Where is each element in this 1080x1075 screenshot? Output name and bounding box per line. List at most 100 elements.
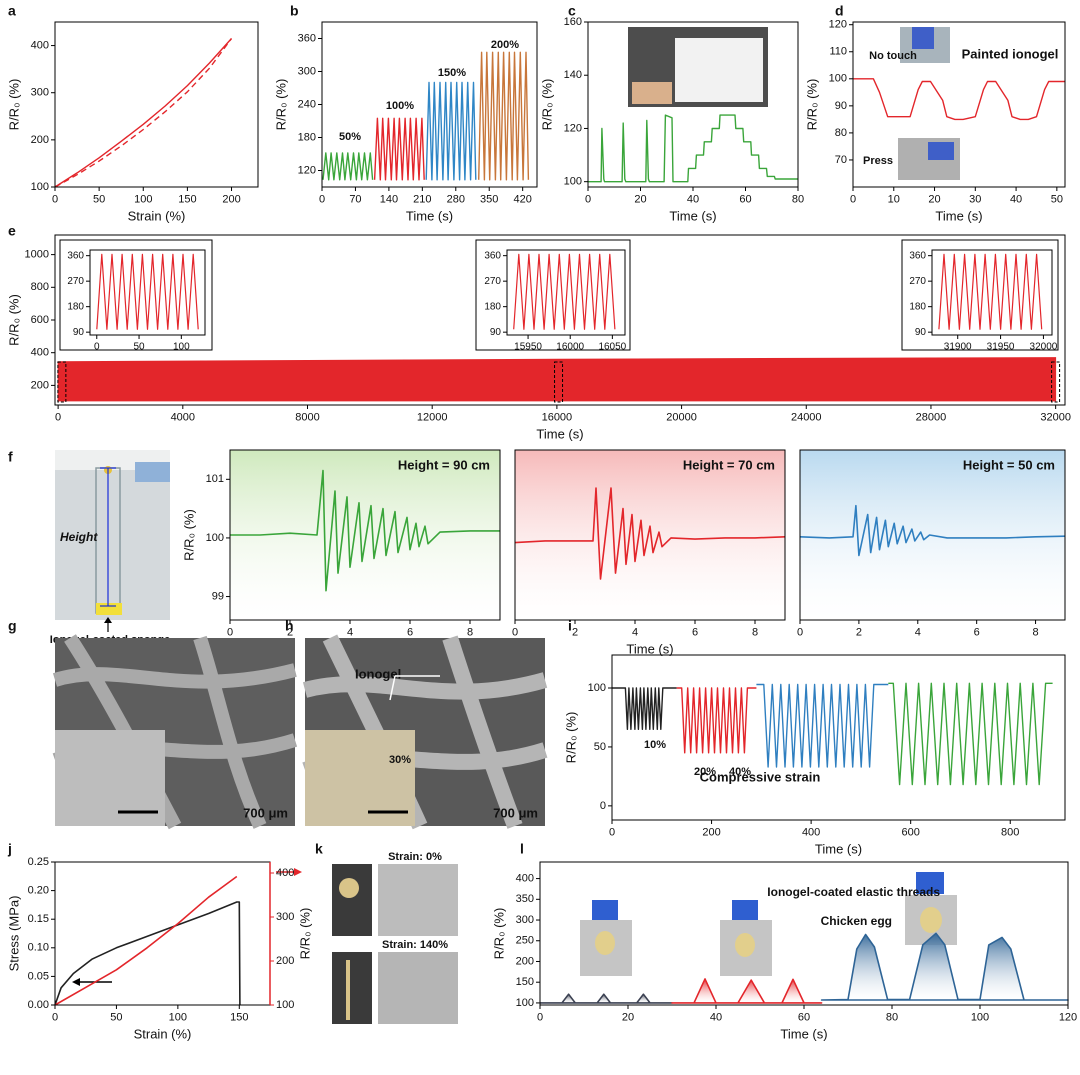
- x-tick-label: 20: [622, 1011, 634, 1023]
- y-tick-label: 240: [298, 98, 316, 110]
- x-tick-label: 4: [347, 626, 353, 638]
- y-tick-label: 0: [600, 800, 606, 812]
- photo-k: Strain: 0% Strain: 140%: [332, 851, 458, 1024]
- x-axis-label: Time (s): [935, 208, 982, 223]
- x-tick-label: 100: [173, 342, 190, 353]
- annotation: No touch: [869, 50, 917, 62]
- x-tick-label: 28000: [916, 411, 947, 423]
- plot-background: [230, 450, 500, 620]
- data-line: [588, 114, 798, 183]
- y-tick-label: 1000: [25, 249, 49, 261]
- plot-title: Height = 50 cm: [963, 457, 1055, 472]
- y2-tick-label: 400: [276, 867, 294, 879]
- x-tick-label: 50: [110, 1011, 122, 1023]
- data-line: [230, 469, 500, 592]
- data-line: [54, 38, 233, 188]
- x-tick-label: 8: [1032, 626, 1038, 638]
- y-axis-label: R/R₀ (%): [804, 79, 819, 131]
- x-tick-label: 10: [888, 193, 900, 205]
- x-tick-label: 0: [512, 626, 518, 638]
- data-line: [612, 687, 677, 730]
- plot-frame: [539, 861, 1069, 1006]
- panel-label: b: [290, 3, 299, 19]
- data-line: [671, 978, 823, 1004]
- y-tick-label: 0.15: [28, 913, 49, 925]
- data-line: [513, 253, 616, 330]
- y-tick-label: 90: [835, 100, 847, 112]
- x-tick-label: 15950: [514, 342, 542, 353]
- y-tick-label: 200: [31, 379, 49, 391]
- x-tick-label: 800: [1001, 826, 1019, 838]
- x-tick-label: 280: [447, 193, 465, 205]
- y-tick-label: 90: [490, 327, 502, 338]
- plot-frame: [89, 249, 206, 336]
- x-tick-label: 4000: [171, 411, 195, 423]
- data-line: [478, 51, 530, 181]
- y-tick-label: 0.10: [28, 942, 49, 954]
- data-line: [54, 875, 238, 1006]
- x-tick-label: 50: [133, 342, 145, 353]
- plot-frame: [54, 861, 271, 1006]
- photo-g: 700 μm: [52, 634, 298, 830]
- x-tick-label: 60: [798, 1011, 810, 1023]
- x-axis-label: Time (s): [780, 1026, 827, 1041]
- strain-label: Strain: 0%: [388, 851, 442, 863]
- y-tick-label: 100: [564, 176, 582, 188]
- y-tick-label: 360: [67, 250, 84, 261]
- x-axis-label: Time (s): [815, 841, 862, 856]
- x-axis-label: Time (s): [626, 641, 673, 656]
- x-tick-label: 20000: [666, 411, 697, 423]
- x-tick-label: 16000: [542, 411, 573, 423]
- x-tick-label: 40: [1010, 193, 1022, 205]
- data-line: [54, 38, 233, 188]
- x-tick-label: 100: [169, 1011, 187, 1023]
- x-tick-label: 0: [609, 826, 615, 838]
- x-tick-label: 100: [971, 1011, 989, 1023]
- x-tick-label: 12000: [417, 411, 448, 423]
- plot-frame: [931, 249, 1053, 336]
- annotation: Press: [863, 155, 893, 167]
- data-line: [676, 687, 757, 754]
- scale-bar-label: 700 μm: [493, 805, 538, 820]
- annotation: 50%: [339, 131, 361, 143]
- y-tick-label: 101: [206, 473, 224, 485]
- y-tick-label: 120: [829, 19, 847, 31]
- y-tick-label: 0.00: [28, 999, 49, 1011]
- x-tick-label: 0: [55, 411, 61, 423]
- y-tick-label: 0.20: [28, 885, 49, 897]
- plot-frame: [852, 21, 1066, 188]
- panel-label: l: [520, 841, 524, 857]
- y-tick-label: 600: [31, 314, 49, 326]
- panel-label: k: [315, 841, 323, 857]
- x-tick-label: 100: [134, 193, 152, 205]
- panel-label: f: [8, 449, 13, 465]
- y-axis-label: R/R₀ (%): [539, 79, 554, 131]
- panel-label: e: [8, 223, 16, 239]
- x-tick-label: 6: [692, 626, 698, 638]
- y-tick-label: 90: [73, 327, 85, 338]
- data-line: [373, 117, 425, 181]
- x-tick-label: 6: [974, 626, 980, 638]
- annotation: 200%: [491, 39, 519, 51]
- x-tick-label: 210: [413, 193, 431, 205]
- panel-label: d: [835, 3, 844, 19]
- y-tick-label: 100: [516, 997, 534, 1009]
- data-line: [888, 682, 1053, 786]
- y-tick-label: 50: [594, 741, 606, 753]
- x-tick-label: 16000: [556, 342, 584, 353]
- y-tick-label: 120: [564, 122, 582, 134]
- y-axis-label: R/R₀ (%): [563, 712, 578, 764]
- annotation: 40%: [729, 766, 751, 778]
- data-line: [799, 504, 1066, 557]
- y-tick-label: 150: [516, 976, 534, 988]
- x-tick-label: 0: [52, 1011, 58, 1023]
- x-tick-label: 150: [178, 193, 196, 205]
- y-tick-label: 400: [31, 347, 49, 359]
- x-tick-label: 16050: [598, 342, 626, 353]
- photo-d: [898, 27, 960, 180]
- y-tick-label: 160: [564, 16, 582, 28]
- plot-title: Height = 70 cm: [683, 457, 775, 472]
- y-tick-label: 400: [31, 39, 49, 51]
- y-tick-label: 90: [915, 327, 927, 338]
- x-tick-label: 420: [513, 193, 531, 205]
